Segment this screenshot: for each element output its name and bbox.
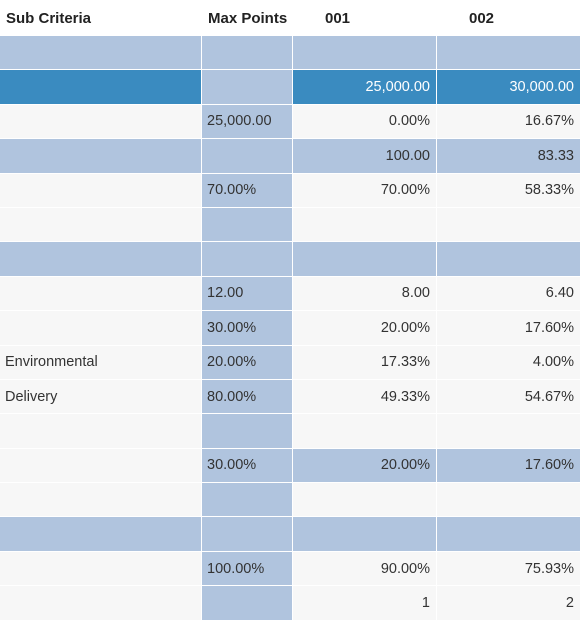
vendor-001-cell	[293, 207, 437, 243]
table-row: 25,000.00 30,000.00	[0, 70, 581, 105]
max-points-cell: 70.00%	[202, 173, 293, 208]
vendor-002-cell: 2	[437, 586, 581, 621]
sub-criteria-cell	[0, 517, 202, 552]
vendor-002-cell: 30,000.00	[437, 70, 581, 105]
vendor-002-cell	[437, 242, 581, 277]
vendor-002-cell: 54.67%	[437, 379, 581, 415]
vendor-001-cell: 1	[293, 586, 437, 621]
max-points-cell: 30.00%	[202, 448, 293, 484]
vendor-001-cell: 17.33%	[293, 345, 437, 380]
sub-criteria-cell	[0, 173, 202, 208]
sub-criteria-cell: Environmental	[0, 345, 202, 380]
vendor-002-cell: 17.60%	[437, 311, 581, 346]
table-row	[0, 207, 581, 243]
vendor-002-cell: 4.00%	[437, 345, 581, 380]
table-row: Delivery 80.00% 49.33% 54.67%	[0, 379, 581, 415]
table-row: 100.00 83.33	[0, 139, 581, 174]
table-row: 30.00% 20.00% 17.60%	[0, 311, 581, 346]
vendor-001-cell: 90.00%	[293, 551, 437, 587]
vendor-002-cell: 16.67%	[437, 104, 581, 140]
vendor-002-cell	[437, 414, 581, 449]
table-row	[0, 517, 581, 552]
max-points-cell: 25,000.00	[202, 104, 293, 140]
header-max-points: Max Points	[208, 9, 288, 27]
vendor-002-cell: 83.33	[437, 139, 581, 174]
sub-criteria-cell: Delivery	[0, 379, 202, 415]
vendor-001-cell	[293, 414, 437, 449]
table-row	[0, 483, 581, 518]
sub-criteria-cell	[0, 586, 202, 621]
table-row	[0, 36, 581, 71]
vendor-001-cell	[293, 483, 437, 518]
sub-criteria-cell	[0, 104, 202, 140]
max-points-cell: 20.00%	[202, 345, 293, 380]
vendor-001-cell: 100.00	[293, 139, 437, 174]
header-vendor-002: 002	[469, 9, 495, 27]
vendor-001-cell: 20.00%	[293, 448, 437, 484]
table-row: 12.00 8.00 6.40	[0, 276, 581, 312]
vendor-001-cell	[293, 242, 437, 277]
sub-criteria-cell	[0, 311, 202, 346]
max-points-cell: 100.00%	[202, 551, 293, 587]
max-points-cell	[202, 70, 293, 105]
sub-criteria-cell	[0, 36, 202, 71]
vendor-002-cell	[437, 517, 581, 552]
header-vendor-001: 001	[325, 9, 351, 27]
table-row: 30.00% 20.00% 17.60%	[0, 448, 581, 484]
sub-criteria-cell	[0, 276, 202, 312]
table-row: 70.00% 70.00% 58.33%	[0, 173, 581, 208]
vendor-001-cell: 70.00%	[293, 173, 437, 208]
vendor-001-cell: 49.33%	[293, 379, 437, 415]
max-points-cell: 80.00%	[202, 379, 293, 415]
sub-criteria-cell	[0, 207, 202, 243]
table-row	[0, 414, 581, 449]
max-points-cell	[202, 586, 293, 621]
vendor-001-cell	[293, 36, 437, 71]
max-points-cell	[202, 414, 293, 449]
sub-criteria-cell	[0, 414, 202, 449]
sub-criteria-cell	[0, 483, 202, 518]
sub-criteria-cell	[0, 551, 202, 587]
sub-criteria-cell	[0, 139, 202, 174]
table-row: Environmental 20.00% 17.33% 4.00%	[0, 345, 581, 380]
table-row: 100.00% 90.00% 75.93%	[0, 551, 581, 587]
vendor-001-cell: 0.00%	[293, 104, 437, 140]
sub-criteria-cell	[0, 448, 202, 484]
sub-criteria-cell	[0, 70, 202, 105]
header-sub-criteria: Sub Criteria	[6, 9, 92, 27]
vendor-002-cell: 6.40	[437, 276, 581, 312]
vendor-002-cell: 17.60%	[437, 448, 581, 484]
table-header: Sub Criteria Max Points 001 002	[0, 0, 581, 36]
max-points-cell	[202, 207, 293, 243]
max-points-cell	[202, 483, 293, 518]
vendor-001-cell	[293, 517, 437, 552]
max-points-cell: 30.00%	[202, 311, 293, 346]
vendor-002-cell: 58.33%	[437, 173, 581, 208]
table-body: 25,000.00 30,000.00 25,000.00 0.00% 16.67% 10…	[0, 36, 581, 621]
vendor-002-cell	[437, 483, 581, 518]
table-row	[0, 242, 581, 277]
max-points-cell	[202, 517, 293, 552]
vendor-001-cell: 8.00	[293, 276, 437, 312]
sub-criteria-cell	[0, 242, 202, 277]
table-row: 25,000.00 0.00% 16.67%	[0, 104, 581, 140]
vendor-002-cell: 75.93%	[437, 551, 581, 587]
vendor-001-cell: 25,000.00	[293, 70, 437, 105]
max-points-cell: 12.00	[202, 276, 293, 312]
vendor-001-cell: 20.00%	[293, 311, 437, 346]
vendor-002-cell	[437, 36, 581, 71]
max-points-cell	[202, 242, 293, 277]
vendor-002-cell	[437, 207, 581, 243]
max-points-cell	[202, 36, 293, 71]
max-points-cell	[202, 139, 293, 174]
